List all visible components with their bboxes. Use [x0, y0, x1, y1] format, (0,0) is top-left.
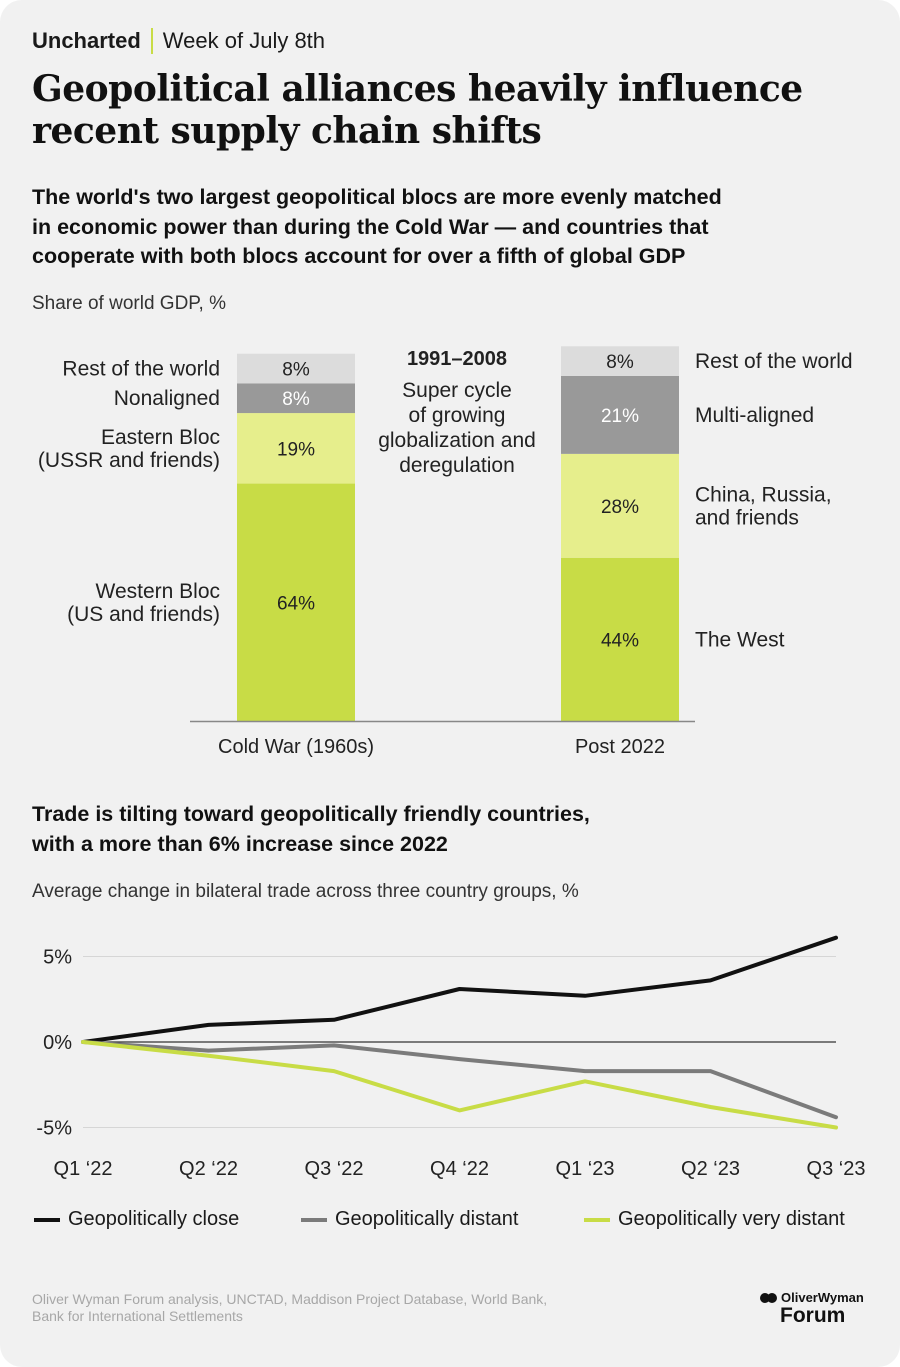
bar-chart-subhead-line-1: The world's two largest geopolitical blo… — [32, 185, 722, 209]
y-tick-label: -5% — [36, 1118, 72, 1140]
bar-segment-cold-war-1960s-eastern-bloc-ussr-and-friends — [237, 413, 355, 484]
page-title: Geopolitical alliances heavily influence… — [32, 68, 882, 152]
bar-value-label-cold-war-1960s-nonaligned: 8% — [282, 389, 310, 410]
segment-label-cold-war-1960s-western-bloc-us-and-friends-line-1: Western Bloc — [96, 580, 221, 603]
segment-label-cold-war-1960s-western-bloc-us-and-friends-line-2: (US and friends) — [67, 603, 220, 626]
annotation-line-4: deregulation — [399, 454, 515, 477]
y-tick-label: 0% — [43, 1032, 72, 1054]
legend-swatch-close — [34, 1217, 60, 1222]
bar-value-label-post-2022-multi-aligned: 21% — [601, 406, 639, 427]
bar-chart-units: Share of world GDP, % — [32, 293, 226, 314]
bar-segment-post-2022-china-russia-and-friends — [561, 453, 679, 558]
bar-chart-subhead-line-2: in economic power than during the Cold W… — [32, 214, 709, 239]
series-line-geopolitically-distant — [81, 1040, 838, 1120]
brand-name: Uncharted — [32, 28, 141, 53]
x-tick-label: Q4 ‘22 — [430, 1158, 489, 1180]
segment-label-post-2022-the-west: The West — [695, 628, 785, 651]
bar-value-label-post-2022-rest-of-the-world: 8% — [606, 352, 634, 373]
annotation-line-1: Super cycle — [402, 379, 512, 402]
bar-chart-subhead: The world's two largest geopolitical blo… — [32, 183, 872, 272]
legend-item-close: Geopolitically close — [34, 1208, 239, 1231]
line-chart-subhead: Trade is tilting toward geopolitically f… — [32, 800, 872, 859]
annotation-line-2: of growing — [409, 404, 506, 427]
bar-segment-post-2022-the-west — [561, 557, 679, 721]
segment-label-post-2022-multi-aligned: Multi-aligned — [695, 404, 814, 427]
bar-segment-post-2022-multi-aligned — [561, 375, 679, 454]
y-tick-label: 5% — [43, 947, 72, 969]
segment-label-cold-war-1960s-eastern-bloc-ussr-and-friends-line-1: Eastern Bloc — [101, 426, 220, 449]
logo-forum: Forum — [780, 1304, 846, 1327]
logo-wordmark: OliverWyman — [781, 1290, 864, 1305]
segment-label-cold-war-1960s-nonaligned: Nonaligned — [114, 387, 220, 410]
series-line-geopolitically-close — [81, 935, 838, 1044]
source-line-1: Oliver Wyman Forum analysis, UNCTAD, Mad… — [32, 1291, 548, 1307]
annotation-title: 1991–2008 — [407, 348, 507, 370]
bar-segment-cold-war-1960s-rest-of-the-world — [237, 353, 355, 384]
x-tick-label: Q3 ‘22 — [305, 1158, 364, 1180]
segment-label-post-2022-china-russia-and-friends-line-2: and friends — [695, 506, 799, 529]
category-label-post-2022: Post 2022 — [575, 736, 665, 758]
x-tick-label: Q2 ‘22 — [179, 1158, 238, 1180]
bar-chart-subhead-line-3: cooperate with both blocs account for ov… — [32, 244, 686, 268]
bar-segment-cold-war-1960s-western-bloc-us-and-friends — [237, 483, 355, 721]
source-note: Oliver Wyman Forum analysis, UNCTAD, Mad… — [32, 1291, 592, 1325]
segment-label-post-2022-china-russia-and-friends-line-1: China, Russia, — [695, 483, 832, 506]
segment-label-post-2022-rest-of-the-world: Rest of the world — [695, 350, 853, 373]
bar-value-label-cold-war-1960s-rest-of-the-world: 8% — [282, 360, 310, 381]
legend-swatch-very-distant — [584, 1217, 610, 1222]
x-tick-label: Q2 ‘23 — [681, 1158, 740, 1180]
oliver-wyman-forum-logo: OliverWyman Forum — [760, 1290, 864, 1328]
brand-row: Uncharted Week of July 8th — [32, 28, 325, 54]
legend-item-distant: Geopolitically distant — [301, 1208, 518, 1231]
x-tick-label: Q1 ‘22 — [54, 1158, 113, 1180]
bar-segment-post-2022-rest-of-the-world — [561, 346, 679, 376]
bar-value-label-post-2022-the-west: 44% — [601, 630, 639, 651]
annotation-line-3: globalization and — [378, 429, 536, 452]
bar-value-label-cold-war-1960s-eastern-bloc-ussr-and-friends: 19% — [277, 439, 315, 460]
stacked-bar-chart: 64% Western Bloc(US and friends) 19% Easter… — [38, 346, 853, 758]
series-line-geopolitically-very-distant — [81, 1040, 838, 1130]
category-label-cold-war-1960s: Cold War (1960s) — [218, 736, 374, 758]
bar-segment-cold-war-1960s-nonaligned — [237, 383, 355, 414]
segment-label-cold-war-1960s-eastern-bloc-ussr-and-friends-line-2: (USSR and friends) — [38, 449, 220, 472]
brand-divider — [150, 28, 153, 54]
page-title-line-1: Geopolitical alliances heavily influence — [32, 68, 803, 110]
line-chart: 5% 0% -5% Q1 ‘22 Q2 ‘22 Q3 ‘22 Q4 ‘22 Q1 ‘23 Q2 … — [36, 935, 866, 1180]
bar-value-label-post-2022-china-russia-and-friends: 28% — [601, 497, 639, 518]
x-tick-label: Q3 ‘23 — [807, 1158, 866, 1180]
legend-label-very-distant: Geopolitically very distant — [618, 1208, 845, 1230]
line-chart-units: Average change in bilateral trade across… — [32, 881, 579, 902]
issue-date: Week of July 8th — [162, 28, 326, 53]
page-title-line-2: recent supply chain shifts — [32, 110, 542, 152]
legend-swatch-distant — [301, 1217, 327, 1222]
x-tick-label: Q1 ‘23 — [556, 1158, 615, 1180]
segment-label-cold-war-1960s-rest-of-the-world: Rest of the world — [62, 358, 220, 381]
legend-label-distant: Geopolitically distant — [335, 1208, 519, 1230]
legend-item-very-distant: Geopolitically very distant — [584, 1208, 845, 1231]
line-chart-subhead-line-2: with a more than 6% increase since 2022 — [32, 831, 448, 856]
logo-dots-icon — [760, 1292, 778, 1303]
line-chart-subhead-line-1: Trade is tilting toward geopolitically f… — [32, 802, 590, 826]
source-line-2: Bank for International Settlements — [32, 1308, 243, 1324]
legend-label-close: Geopolitically close — [68, 1208, 240, 1230]
line-chart-legend: Geopolitically close Geopolitically dist… — [32, 1208, 882, 1238]
bar-value-label-cold-war-1960s-western-bloc-us-and-friends: 64% — [277, 593, 315, 614]
